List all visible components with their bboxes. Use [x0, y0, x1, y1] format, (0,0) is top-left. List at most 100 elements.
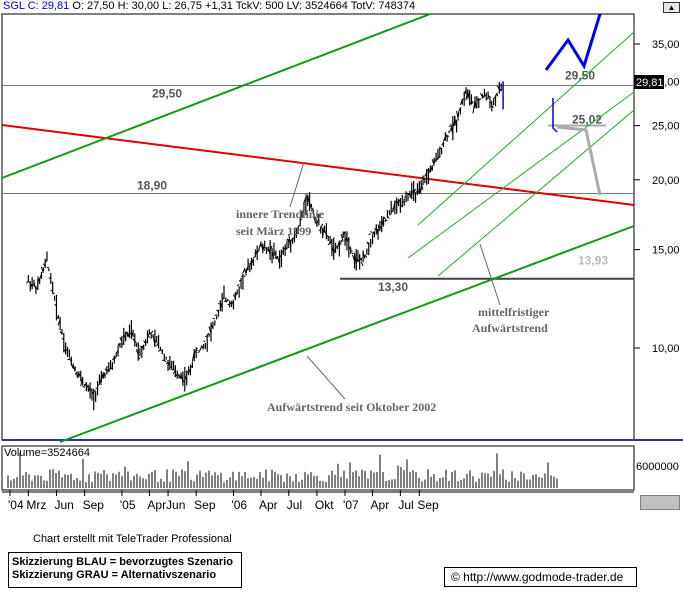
price-bar-open — [27, 280, 31, 284]
price-bar-open — [143, 340, 147, 345]
price-bar-open — [206, 332, 210, 336]
source-url[interactable]: © http://www.godmode-trader.de — [444, 567, 637, 587]
x-tick-label: '07 — [343, 498, 359, 512]
price-bar-open — [165, 362, 169, 364]
price-bar-open — [214, 314, 217, 316]
price-bar-open — [457, 107, 461, 113]
level-label-29-50: 29,50 — [152, 86, 182, 100]
price-bar-open — [171, 368, 174, 371]
price-bar-open — [383, 216, 386, 220]
price-bar-open — [184, 375, 188, 381]
price-bar-open — [117, 343, 121, 347]
price-bar-open — [156, 341, 160, 347]
x-tick-label: Jun — [54, 498, 73, 512]
price-bar-open — [352, 254, 355, 261]
price-bar-open — [80, 376, 84, 387]
price-bar-open — [307, 195, 311, 204]
price-bar-open — [422, 176, 426, 181]
price-bar-open — [312, 215, 316, 221]
upper-long-trend-channel — [1, 13, 431, 179]
price-bar-open — [193, 349, 197, 354]
price-bar-open — [125, 331, 128, 335]
price-bar-open — [100, 372, 104, 381]
price-bar-open — [279, 254, 282, 258]
price-bar-open — [295, 230, 299, 233]
price-bar-open — [459, 99, 463, 106]
price-bar-open — [322, 225, 325, 238]
level-lines: 29,50 29,50 18,90 13,30 25,02 13,93 — [2, 68, 634, 294]
price-bar-open — [139, 345, 143, 349]
price-bar-open — [411, 189, 415, 194]
price-bar-open — [487, 94, 491, 98]
price-bar-open — [126, 332, 130, 339]
price-bar-open — [98, 377, 102, 386]
price-bar-open — [348, 246, 352, 250]
chart-navigator[interactable] — [640, 495, 680, 510]
price-bar-open — [485, 98, 489, 100]
price-bar-open — [78, 373, 82, 377]
price-bar-open — [493, 96, 496, 100]
price-bar-open — [154, 339, 158, 343]
volume-scale-label: 6000000 — [636, 461, 679, 473]
price-bar-open — [57, 318, 61, 326]
symbol-label: SGL C: — [3, 0, 39, 12]
price-bar-open — [245, 265, 249, 273]
price-bar-open — [134, 340, 137, 343]
annot-inner-trendline-1: innere Trendlinie — [236, 207, 325, 221]
price-bar-open — [329, 239, 333, 245]
price-bar-open — [40, 266, 44, 274]
price-bar-open — [197, 350, 201, 354]
price-bar-open — [305, 193, 309, 203]
price-bar-open — [371, 230, 375, 236]
price-bar-open — [433, 158, 437, 164]
volume-bars — [7, 452, 558, 488]
annot-inner-trendline-2: seit März 1999 — [236, 224, 311, 238]
price-bar-open — [97, 384, 100, 387]
price-bar-open — [121, 342, 125, 346]
y-tick-label: 20,00 — [652, 175, 680, 187]
price-bar-open — [37, 276, 41, 283]
price-bar-open — [377, 224, 381, 232]
price-bar-open — [288, 234, 292, 246]
price-bar-open — [266, 248, 269, 251]
price-bar-open — [491, 105, 494, 108]
scroll-up-button[interactable]: ▲ — [663, 2, 680, 13]
trend-lines — [1, 13, 635, 443]
price-bar-open — [113, 355, 117, 359]
price-bar-open — [108, 367, 112, 373]
price-hook — [552, 98, 558, 133]
price-bar-open — [489, 101, 492, 104]
price-bar-open — [418, 185, 422, 195]
price-bar-open — [463, 89, 467, 96]
price-bar-open — [320, 223, 324, 230]
price-bar-open — [335, 245, 338, 249]
level-label-18-90: 18,90 — [137, 179, 167, 193]
annot-mid-trend-1: mittelfristiger — [478, 305, 550, 319]
price-bar-open — [470, 100, 474, 105]
price-bar-open — [275, 256, 279, 260]
annot-long-trend-pointer — [306, 355, 346, 400]
credit-text: Chart erstellt mit TeleTrader Profession… — [33, 533, 232, 545]
price-bar-open — [169, 365, 173, 369]
price-bar-open — [48, 277, 51, 280]
price-bar-open — [61, 337, 65, 341]
price-bar-open — [353, 252, 357, 264]
price-bar-open — [373, 228, 377, 231]
y-tick-label: 10,00 — [652, 343, 680, 355]
annot-long-trend: Aufwärtstrend seit Oktober 2002 — [267, 400, 436, 414]
price-bar-open — [294, 233, 297, 236]
price-bar-open — [446, 135, 450, 137]
price-bar-open — [316, 220, 320, 224]
price-bar-open — [413, 188, 417, 195]
price-bar-open — [167, 361, 171, 366]
price-bar-open — [398, 199, 401, 203]
x-tick-label: '05 — [120, 498, 136, 512]
price-bar-open — [281, 250, 284, 254]
level-label-13-93: 13,93 — [578, 254, 608, 268]
price-bar-open — [484, 94, 487, 97]
price-bar-open — [111, 357, 115, 361]
price-bar-open — [225, 299, 229, 303]
price-bar-open — [297, 224, 301, 227]
price-bar-open — [158, 348, 161, 352]
price-bar-open — [218, 302, 221, 305]
